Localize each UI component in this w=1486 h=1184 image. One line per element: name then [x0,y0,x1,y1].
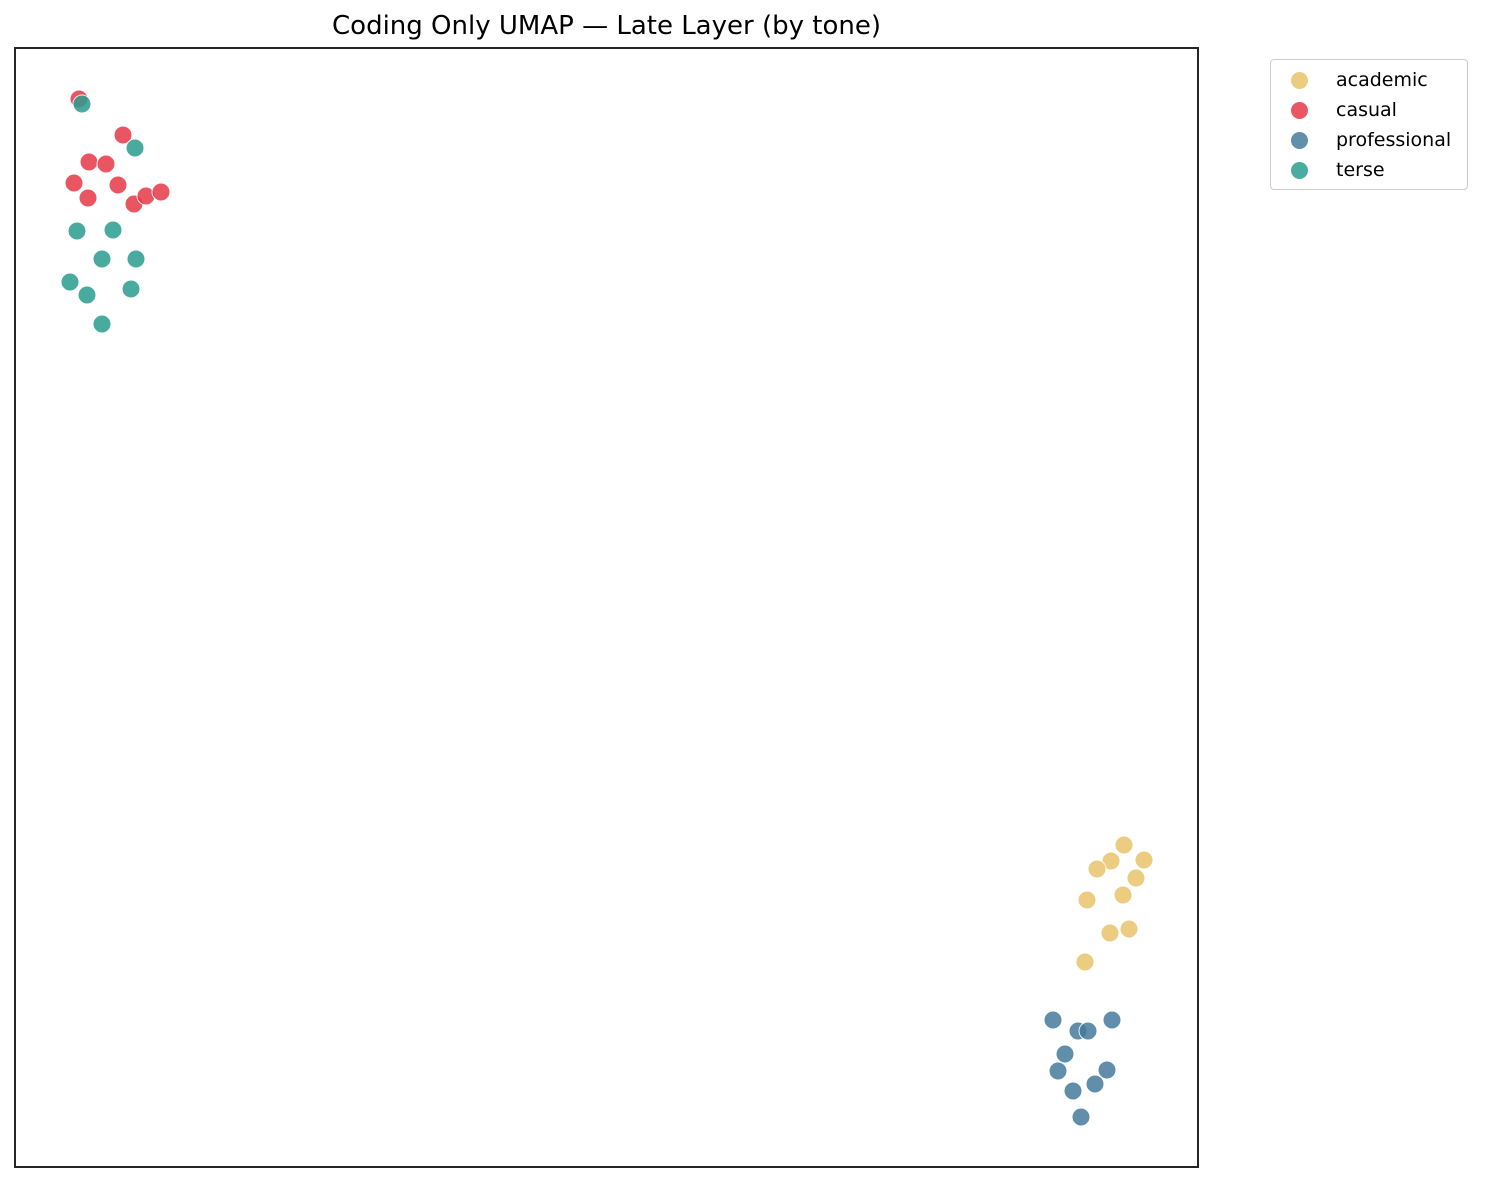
scatter-point-professional [1055,1044,1075,1064]
scatter-point-professional [1071,1107,1091,1127]
scatter-point-academic [1119,919,1138,939]
legend-item-terse: terse [1271,155,1467,185]
scatter-point-casual [78,188,98,208]
scatter-point-casual [64,173,84,193]
scatter-point-academic [1087,859,1107,879]
scatter-point-terse [126,249,146,269]
legend-marker-icon [1291,161,1308,179]
scatter-point-professional [1085,1074,1105,1094]
legend-marker-icon [1291,131,1308,149]
scatter-point-professional [1063,1081,1083,1101]
scatter-point-academic [1114,835,1134,855]
plot-area [14,47,1199,1168]
scatter-point-terse [72,94,92,114]
scatter-point-academic [1134,850,1154,870]
scatter-point-terse [67,221,87,241]
legend-label: professional [1336,129,1452,151]
legend: academic casual professional terse [1270,59,1468,190]
legend-marker-icon [1291,71,1308,89]
scatter-point-terse [60,272,80,292]
legend-label: academic [1336,69,1428,91]
legend-item-academic: academic [1271,65,1467,95]
scatter-point-professional [1048,1061,1068,1081]
scatter-point-academic [1100,923,1120,943]
legend-label: casual [1336,99,1397,121]
scatter-point-academic [1077,890,1097,910]
scatter-point-casual [108,175,128,195]
legend-label: terse [1336,159,1385,181]
scatter-point-terse [103,220,123,240]
scatter-point-academic [1075,952,1095,972]
scatter-point-casual [96,154,116,174]
scatter-point-terse [77,285,97,305]
legend-item-professional: professional [1271,125,1467,155]
scatter-point-terse [92,314,112,334]
scatter-point-academic [1126,868,1146,888]
scatter-point-professional [1102,1010,1122,1030]
legend-item-casual: casual [1271,95,1467,125]
scatter-point-professional [1097,1060,1117,1080]
scatter-point-academic [1113,885,1133,905]
legend-marker-icon [1291,101,1308,119]
scatter-point-professional [1078,1021,1098,1041]
scatter-point-terse [121,279,141,299]
scatter-point-professional [1043,1010,1063,1030]
chart-title: Coding Only UMAP — Late Layer (by tone) [332,11,881,41]
scatter-point-casual [113,125,133,145]
scatter-point-casual [151,182,171,202]
scatter-point-terse [92,249,112,269]
scatter-point-terse [125,138,145,158]
